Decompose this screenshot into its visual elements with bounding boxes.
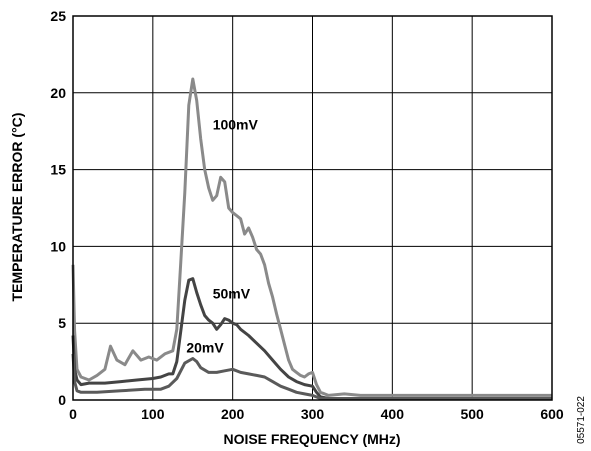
y-tick-label: 15 [50,162,66,178]
y-tick-label: 25 [50,8,66,24]
x-tick-label: 100 [141,406,165,422]
x-tick-labels: 0 100 200 300 400 500 600 [69,406,564,422]
y-tick-label: 20 [50,85,66,101]
y-tick-label: 0 [58,392,66,408]
series-line-50mV [71,277,552,400]
x-tick-label: 400 [381,406,405,422]
series-line-100mV [71,77,552,397]
series-label-100mV: 100mV [213,117,259,133]
series-label-50mV: 50mV [213,286,251,302]
series-labels: 100mV 50mV 20mV [186,117,258,356]
x-tick-label: 0 [69,406,77,422]
y-tick-labels: 0 5 10 15 20 25 [50,8,66,408]
x-tick-label: 300 [301,406,325,422]
y-axis-title: TEMPERATURE ERROR (°C) [9,113,25,302]
y-tick-label: 10 [50,238,66,254]
x-tick-label: 200 [221,406,245,422]
x-tick-label: 500 [460,406,484,422]
series-line-20mV [71,353,552,400]
series-lines [71,77,552,400]
y-tick-label: 5 [58,315,66,331]
plot-frame [72,15,553,401]
x-tick-label: 600 [540,406,564,422]
grid [73,16,552,400]
figure-code: 05571-022 [576,396,587,444]
x-axis-title: NOISE FREQUENCY (MHz) [223,431,400,447]
series-label-20mV: 20mV [186,339,224,355]
